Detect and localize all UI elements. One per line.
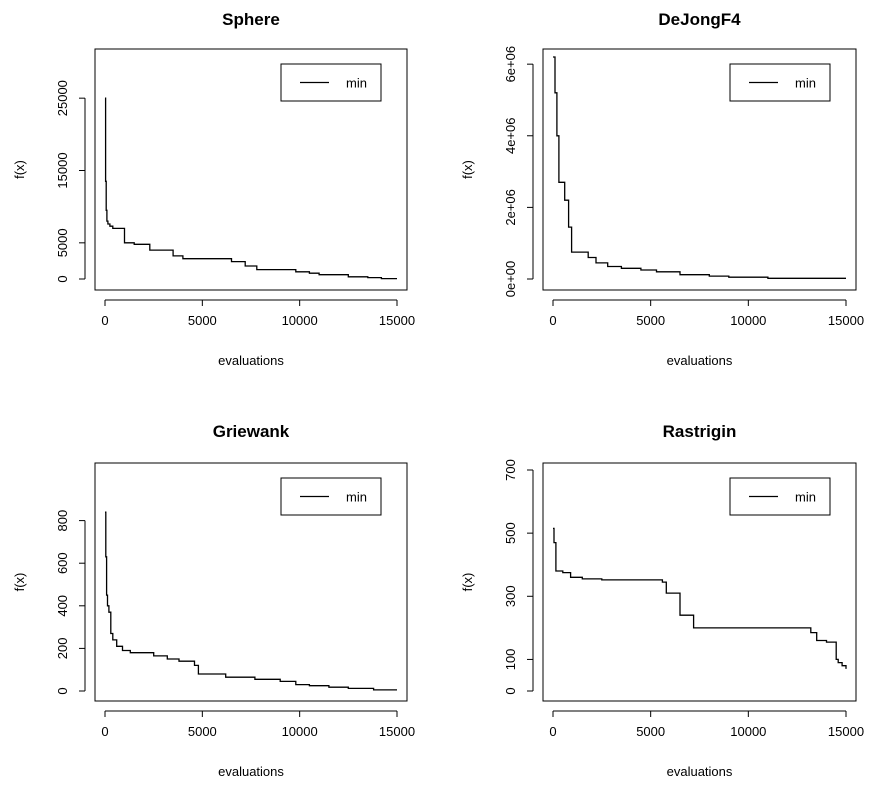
- legend: min: [729, 63, 831, 102]
- y-tick-label: 100: [503, 649, 518, 671]
- chart-title: Rastrigin: [663, 422, 737, 441]
- plot-frame: [94, 462, 408, 702]
- y-tick-label: 300: [503, 585, 518, 607]
- y-tick-label: 0: [503, 687, 518, 694]
- y-tick-label: 0: [55, 687, 70, 694]
- x-axis-label: evaluations: [218, 353, 284, 368]
- plot-frame: [542, 48, 857, 291]
- y-tick-label: 15000: [55, 152, 70, 188]
- y-axis-label: f(x): [12, 573, 27, 592]
- x-tick-label: 0: [101, 313, 108, 328]
- y-tick-label: 25000: [55, 80, 70, 116]
- x-tick-label: 10000: [730, 724, 766, 739]
- x-tick-label: 10000: [730, 313, 766, 328]
- y-tick-label: 0e+00: [503, 261, 518, 298]
- y-axis-label: f(x): [460, 160, 475, 179]
- series-line-min: [553, 56, 846, 279]
- x-tick-label: 5000: [636, 724, 665, 739]
- x-tick-label: 10000: [282, 313, 318, 328]
- y-tick-label: 400: [55, 595, 70, 617]
- x-tick-label: 15000: [828, 313, 864, 328]
- y-axis-label: f(x): [12, 160, 27, 179]
- legend-label: min: [346, 76, 367, 91]
- x-axis-label: evaluations: [667, 764, 733, 779]
- panel-rastrigin: Rastrigin 0 5000 10000 15000 0 100 300 500 700 eva…: [460, 422, 864, 779]
- y-tick-label: 500: [503, 522, 518, 544]
- x-axis-label: evaluations: [218, 764, 284, 779]
- x-tick-label: 5000: [636, 313, 665, 328]
- legend-label: min: [795, 490, 816, 505]
- x-tick-label: 15000: [379, 724, 415, 739]
- panel-dejongf4: DeJongF4 0 5000 10000 15000 0e+00 2e+06 4e+06 6e…: [460, 10, 864, 368]
- panel-sphere: Sphere 0 5000 10000 15000 0 5000 15000 25000 eval…: [12, 10, 415, 368]
- x-tick-label: 15000: [828, 724, 864, 739]
- x-tick-label: 0: [549, 724, 556, 739]
- plot-frame: [94, 48, 408, 291]
- y-tick-label: 600: [55, 552, 70, 574]
- chart-title: Sphere: [222, 10, 280, 29]
- plot-frame: [542, 462, 857, 702]
- legend-box: [729, 477, 831, 516]
- legend-box: [280, 477, 382, 516]
- legend: min: [729, 477, 831, 516]
- y-tick-label: 700: [503, 459, 518, 481]
- series-line-min: [553, 527, 847, 669]
- y-axis-label: f(x): [460, 573, 475, 592]
- legend-box: [280, 63, 382, 102]
- chart-title: Griewank: [213, 422, 290, 441]
- series-line-min: [104, 97, 397, 280]
- x-tick-label: 5000: [188, 313, 217, 328]
- x-axis-label: evaluations: [667, 353, 733, 368]
- x-tick-label: 15000: [379, 313, 415, 328]
- y-tick-label: 0: [55, 275, 70, 282]
- x-tick-label: 0: [101, 724, 108, 739]
- legend: min: [280, 63, 382, 102]
- y-tick-label: 6e+06: [503, 46, 518, 83]
- x-tick-label: 0: [549, 313, 556, 328]
- y-tick-label: 800: [55, 510, 70, 532]
- legend: min: [280, 477, 382, 516]
- series-line-min: [105, 511, 397, 691]
- legend-label: min: [346, 490, 367, 505]
- y-tick-label: 4e+06: [503, 118, 518, 155]
- panel-griewank: Griewank 0 5000 10000 15000 0 200 400 600 800 eval…: [12, 422, 415, 779]
- y-tick-label: 2e+06: [503, 189, 518, 226]
- x-tick-label: 10000: [282, 724, 318, 739]
- legend-box: [729, 63, 831, 102]
- y-tick-label: 5000: [55, 228, 70, 257]
- y-tick-label: 200: [55, 638, 70, 660]
- chart-title: DeJongF4: [658, 10, 741, 29]
- x-tick-label: 5000: [188, 724, 217, 739]
- legend-label: min: [795, 76, 816, 91]
